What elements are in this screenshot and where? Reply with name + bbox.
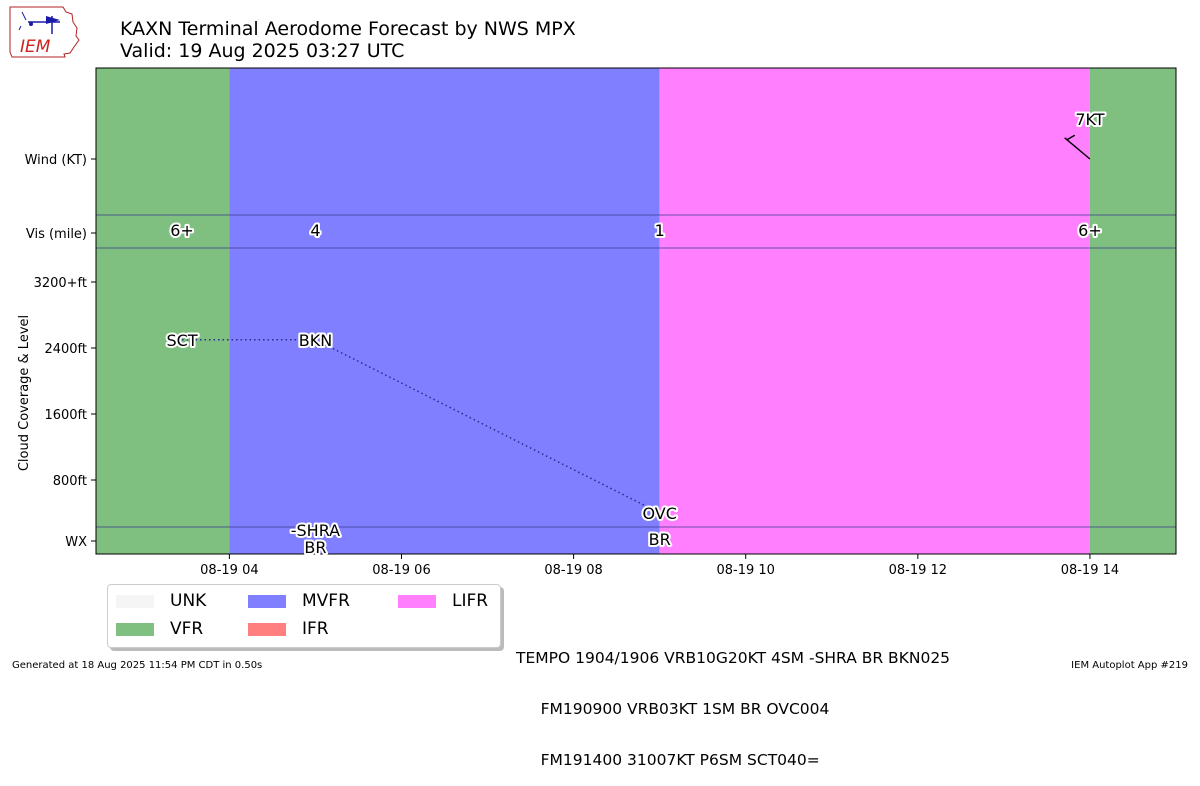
taf-line: FM190900 VRB03KT 1SM BR OVC004 bbox=[516, 700, 830, 718]
y-tick-label: 800ft bbox=[53, 474, 87, 489]
legend-swatch bbox=[116, 622, 154, 636]
legend-label: IFR bbox=[302, 619, 329, 639]
legend-label: VFR bbox=[170, 619, 204, 639]
visibility-label: 1 bbox=[655, 221, 665, 240]
legend-item-mvfr: MVFR bbox=[248, 591, 350, 611]
weather-label: BR bbox=[304, 538, 326, 557]
legend-label: UNK bbox=[170, 591, 207, 611]
legend-item-ifr: IFR bbox=[248, 619, 329, 639]
legend-label: LIFR bbox=[452, 591, 489, 611]
x-tick-label: 08-19 04 bbox=[200, 563, 258, 578]
visibility-label: 4 bbox=[310, 221, 320, 240]
taf-line: TEMPO 1904/1906 VRB10G20KT 4SM -SHRA BR … bbox=[516, 649, 951, 667]
weather-label: -SHRA bbox=[291, 521, 340, 540]
legend-label: MVFR bbox=[302, 591, 350, 611]
cloud-label-ovc: OVC bbox=[642, 504, 676, 523]
legend: UNK VFR MVFR IFR LIFR bbox=[107, 584, 501, 648]
plot-frame bbox=[95, 67, 1177, 555]
visibility-label: 6+ bbox=[1078, 221, 1102, 240]
iem-logo: IEM bbox=[9, 6, 80, 58]
x-tick-label: 08-19 10 bbox=[716, 563, 774, 578]
legend-item-vfr: VFR bbox=[116, 619, 203, 639]
y-tick-label: WX bbox=[65, 535, 87, 550]
legend-swatch bbox=[248, 594, 286, 608]
y-tick-label: Vis (mile) bbox=[26, 227, 87, 242]
legend-swatch bbox=[398, 594, 436, 608]
logo-text: IEM bbox=[20, 37, 51, 57]
x-tick-label: 08-19 06 bbox=[372, 563, 430, 578]
chart-title-line2: Valid: 19 Aug 2025 03:27 UTC bbox=[120, 40, 404, 62]
footer-app: IEM Autoplot App #219 bbox=[1071, 660, 1188, 671]
category-span-lifr bbox=[659, 68, 1090, 554]
legend-item-lifr: LIFR bbox=[398, 591, 488, 611]
weather-label: BR bbox=[649, 530, 671, 549]
y-tick-label: 3200+ft bbox=[34, 276, 87, 291]
x-tick-label: 08-19 12 bbox=[889, 563, 947, 578]
cloud-label-bkn: BKN bbox=[299, 331, 332, 350]
legend-swatch bbox=[116, 594, 154, 608]
category-span-vfr bbox=[1089, 68, 1176, 554]
footer-generated: Generated at 18 Aug 2025 11:54 PM CDT in… bbox=[12, 660, 263, 671]
wind-label: 7KT bbox=[1075, 110, 1104, 129]
y-axis-label: Cloud Coverage & Level bbox=[17, 315, 32, 471]
chart-title-line1: KAXN Terminal Aerodome Forecast by NWS M… bbox=[120, 18, 576, 40]
taf-text-block: TEMPO 1904/1906 VRB10G20KT 4SM -SHRA BR … bbox=[516, 616, 950, 786]
visibility-label: 6+ bbox=[170, 221, 194, 240]
wind-barb-flag bbox=[1066, 134, 1076, 141]
y-tick-label: Wind (KT) bbox=[25, 153, 87, 168]
legend-swatch bbox=[248, 622, 286, 636]
wind-barb-shaft bbox=[1064, 137, 1091, 160]
category-span-mvfr bbox=[229, 68, 660, 554]
taf-chart: IEM KAXN Terminal Aerodome Forecast by N… bbox=[9, 6, 1177, 578]
cloud-label-sct: SCT bbox=[167, 331, 198, 350]
x-tick-label: 08-19 14 bbox=[1061, 563, 1119, 578]
y-tick-label: 2400ft bbox=[44, 342, 87, 357]
category-span-vfr bbox=[96, 68, 230, 554]
taf-line: FM191400 31007KT P6SM SCT040= bbox=[516, 751, 820, 769]
legend-item-unk: UNK bbox=[116, 591, 206, 611]
plot-area: 08-19 04 08-19 06 08-19 08 08-19 10 08-19 12… bbox=[17, 67, 1177, 578]
x-tick-label: 08-19 08 bbox=[544, 563, 602, 578]
y-tick-label: 1600ft bbox=[44, 408, 87, 423]
